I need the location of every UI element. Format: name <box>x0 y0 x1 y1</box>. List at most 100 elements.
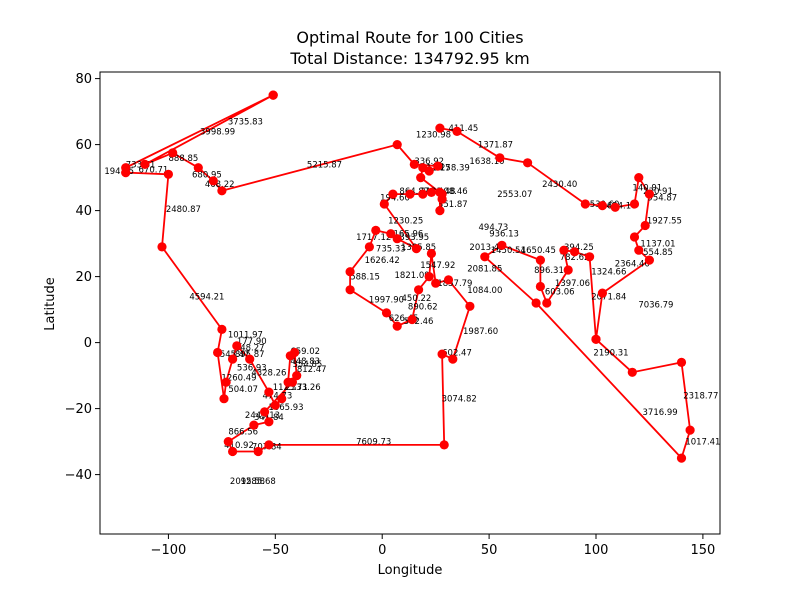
city-point <box>644 189 655 199</box>
x-axis-ticks: −100 −50 0 50 100 150 <box>151 534 715 558</box>
edge-distance-label: 1821.09 <box>395 271 430 281</box>
edge-distance-label: 410.92 <box>224 441 254 451</box>
edge-distance-label: 1397.06 <box>555 279 590 289</box>
points-layer <box>121 90 695 463</box>
edge-distance-label: 2190.31 <box>593 349 628 359</box>
city-point <box>634 173 644 183</box>
city-point <box>260 407 270 417</box>
edge-distance-label: 866.56 <box>228 428 258 438</box>
city-point <box>580 199 590 209</box>
city-point <box>168 148 178 158</box>
edge-distance-label: 3074.82 <box>442 395 477 405</box>
city-point <box>364 242 374 252</box>
city-point <box>228 354 238 364</box>
edge-distance-label: 542.46 <box>404 317 434 327</box>
edge-distance-label: 4594.21 <box>189 292 224 302</box>
edge-distance-label: 1084.00 <box>467 286 502 296</box>
edge-distance-label: 2364.40 <box>615 259 650 269</box>
x-tick-label: −100 <box>151 543 187 558</box>
edge-distance-label: 782.62 <box>560 253 590 263</box>
y-tick-label: 20 <box>75 270 92 285</box>
city-point <box>245 354 255 364</box>
city-point <box>685 425 695 435</box>
city-point <box>465 301 475 311</box>
city-point <box>443 275 454 285</box>
city-point <box>381 308 392 318</box>
edge-distance-label: 504.07 <box>228 385 258 395</box>
edge-distance-label: 1626.42 <box>365 256 400 266</box>
city-point <box>405 189 415 199</box>
city-point <box>424 272 434 282</box>
edge-distance-label: 351.87 <box>438 200 468 210</box>
city-point <box>253 446 263 457</box>
city-point <box>290 347 300 358</box>
edge-distance-label: 7609.73 <box>356 438 391 448</box>
edge-distance-label: 494.73 <box>479 223 509 233</box>
y-axis-label: Latitude <box>43 277 58 331</box>
edge-distance-label: 2333.26 <box>286 383 321 393</box>
city-point <box>437 189 447 199</box>
edge-distance-label: 230.91 <box>643 187 673 197</box>
x-tick-label: 50 <box>481 543 498 558</box>
city-point <box>193 163 203 173</box>
city-point <box>418 189 428 199</box>
city-point <box>497 240 507 250</box>
city-point <box>452 126 462 136</box>
edge-distance-label: 258.39 <box>440 164 470 174</box>
city-point <box>249 420 259 430</box>
city-point <box>371 225 381 235</box>
edge-distance-label: 393.95 <box>399 233 429 243</box>
city-point <box>448 354 458 364</box>
edge-distance-label: 1065.93 <box>268 403 303 413</box>
edge-distance-label: 474.73 <box>263 391 293 401</box>
edge-distance-label: 3998.99 <box>200 127 235 137</box>
edge-distance-label: 2081.85 <box>467 264 502 274</box>
city-point <box>435 206 445 216</box>
edge-distance-label: 1260.49 <box>221 373 256 383</box>
edge-distance-label: 812.47 <box>297 365 327 375</box>
city-point <box>208 176 218 186</box>
edge-distance-label: 1987.60 <box>463 327 498 337</box>
edge-distance-label: 177.90 <box>237 337 267 347</box>
city-point <box>597 288 608 298</box>
edge-distance-label: 450.22 <box>402 294 432 304</box>
edge-distance-label: 1230.25 <box>388 217 423 227</box>
edge-distance-label: 602.47 <box>442 349 472 359</box>
city-point <box>426 248 436 259</box>
edge-distance-label: 603.06 <box>545 287 575 297</box>
city-point <box>392 140 402 150</box>
city-point <box>345 267 355 277</box>
city-point <box>223 437 233 447</box>
edge-distance-label: 1125.71 <box>273 383 308 393</box>
edge-distance-label: 896.31 <box>534 266 564 276</box>
y-tick-label: −20 <box>65 402 92 417</box>
y-axis-ticks: −40 −20 0 20 40 60 80 <box>65 72 100 483</box>
edge-distance-label: 1230.98 <box>416 131 451 141</box>
city-point <box>268 90 278 100</box>
edge-distance-label: 4328.26 <box>251 368 286 378</box>
city-point <box>424 166 434 176</box>
edge-distance-label: 890.62 <box>408 302 438 312</box>
city-point <box>610 202 620 212</box>
edge-distance-label: 3735.83 <box>228 118 263 128</box>
edge-distance-label: 2095.58 <box>230 477 265 487</box>
edge-distance-label: 336.92 <box>414 157 444 167</box>
city-point <box>409 159 419 169</box>
edge-distance-label: 2013.45 <box>469 243 504 253</box>
edge-distance-label: 1857.79 <box>437 279 472 289</box>
edge-distance-label: 3716.99 <box>643 408 678 418</box>
edge-distance-label: 1324.66 <box>591 268 626 278</box>
city-point <box>634 245 644 255</box>
edge-distance-label: 1285.68 <box>241 477 276 487</box>
city-point <box>435 123 445 133</box>
y-tick-label: 80 <box>75 72 92 87</box>
edge-labels-layer: 3735.833998.991230.98411.451371.87733.61… <box>104 118 720 488</box>
city-point <box>591 334 601 344</box>
edge-distance-label: 654.10 <box>607 202 637 212</box>
city-point <box>676 357 687 367</box>
y-tick-label: 0 <box>84 336 92 351</box>
city-point <box>221 377 231 387</box>
city-point <box>559 245 569 255</box>
edge-distance-label: 2318.77 <box>683 391 718 401</box>
edge-distance-label: 411.45 <box>449 124 479 134</box>
